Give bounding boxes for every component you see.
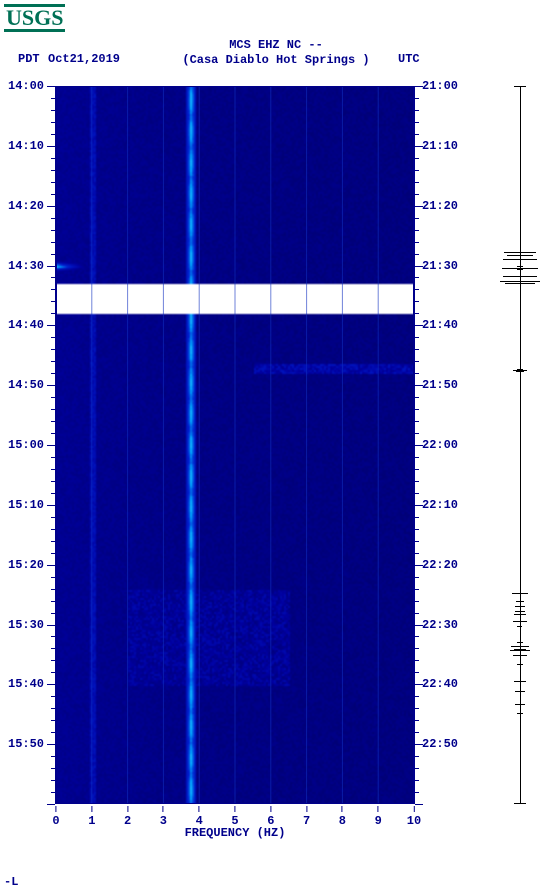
y-label-right: 21:50 [422, 378, 458, 392]
x-tick: 3 [160, 806, 167, 828]
spectrogram-plot [56, 86, 414, 804]
y-label-left: 14:00 [8, 79, 44, 93]
x-tick: 7 [303, 806, 310, 828]
spectrogram-canvas [56, 86, 414, 804]
x-tick: 9 [375, 806, 382, 828]
y-label-left: 15:00 [8, 438, 44, 452]
y-label-right: 21:00 [422, 79, 458, 93]
x-tick: 5 [231, 806, 238, 828]
y-label-right: 22:30 [422, 618, 458, 632]
y-label-right: 22:40 [422, 677, 458, 691]
y-label-left: 15:10 [8, 498, 44, 512]
footer-mark: -L [4, 875, 18, 889]
x-tick: 6 [267, 806, 274, 828]
x-tick: 10 [407, 806, 421, 828]
x-tick: 4 [196, 806, 203, 828]
x-tick: 2 [124, 806, 131, 828]
x-tick: 1 [88, 806, 95, 828]
y-label-left: 14:20 [8, 199, 44, 213]
rms-side-panel [500, 86, 540, 804]
rms-cap-top [514, 86, 526, 87]
y-label-left: 15:40 [8, 677, 44, 691]
x-axis-label: FREQUENCY (HZ) [56, 826, 414, 840]
y-label-left: 14:30 [8, 259, 44, 273]
rms-cap-bottom [514, 803, 526, 804]
tz-left-label: PDT [18, 52, 40, 66]
y-label-right: 22:50 [422, 737, 458, 751]
y-label-left: 14:50 [8, 378, 44, 392]
y-label-left: 14:10 [8, 139, 44, 153]
y-label-right: 22:00 [422, 438, 458, 452]
y-label-right: 22:20 [422, 558, 458, 572]
x-tick: 0 [52, 806, 59, 828]
y-label-right: 21:40 [422, 318, 458, 332]
y-label-right: 22:10 [422, 498, 458, 512]
y-label-right: 21:20 [422, 199, 458, 213]
y-label-right: 21:10 [422, 139, 458, 153]
y-ruler-left [46, 86, 56, 804]
y-label-left: 14:40 [8, 318, 44, 332]
y-label-left: 15:30 [8, 618, 44, 632]
y-label-right: 21:30 [422, 259, 458, 273]
usgs-logo: USGS [4, 4, 65, 32]
title-line-1: MCS EHZ NC -- [0, 38, 552, 52]
y-label-left: 15:50 [8, 737, 44, 751]
rms-axis-line [520, 86, 521, 804]
date-label: Oct21,2019 [48, 52, 120, 66]
x-tick: 8 [339, 806, 346, 828]
y-label-left: 15:20 [8, 558, 44, 572]
tz-right-label: UTC [398, 52, 420, 66]
